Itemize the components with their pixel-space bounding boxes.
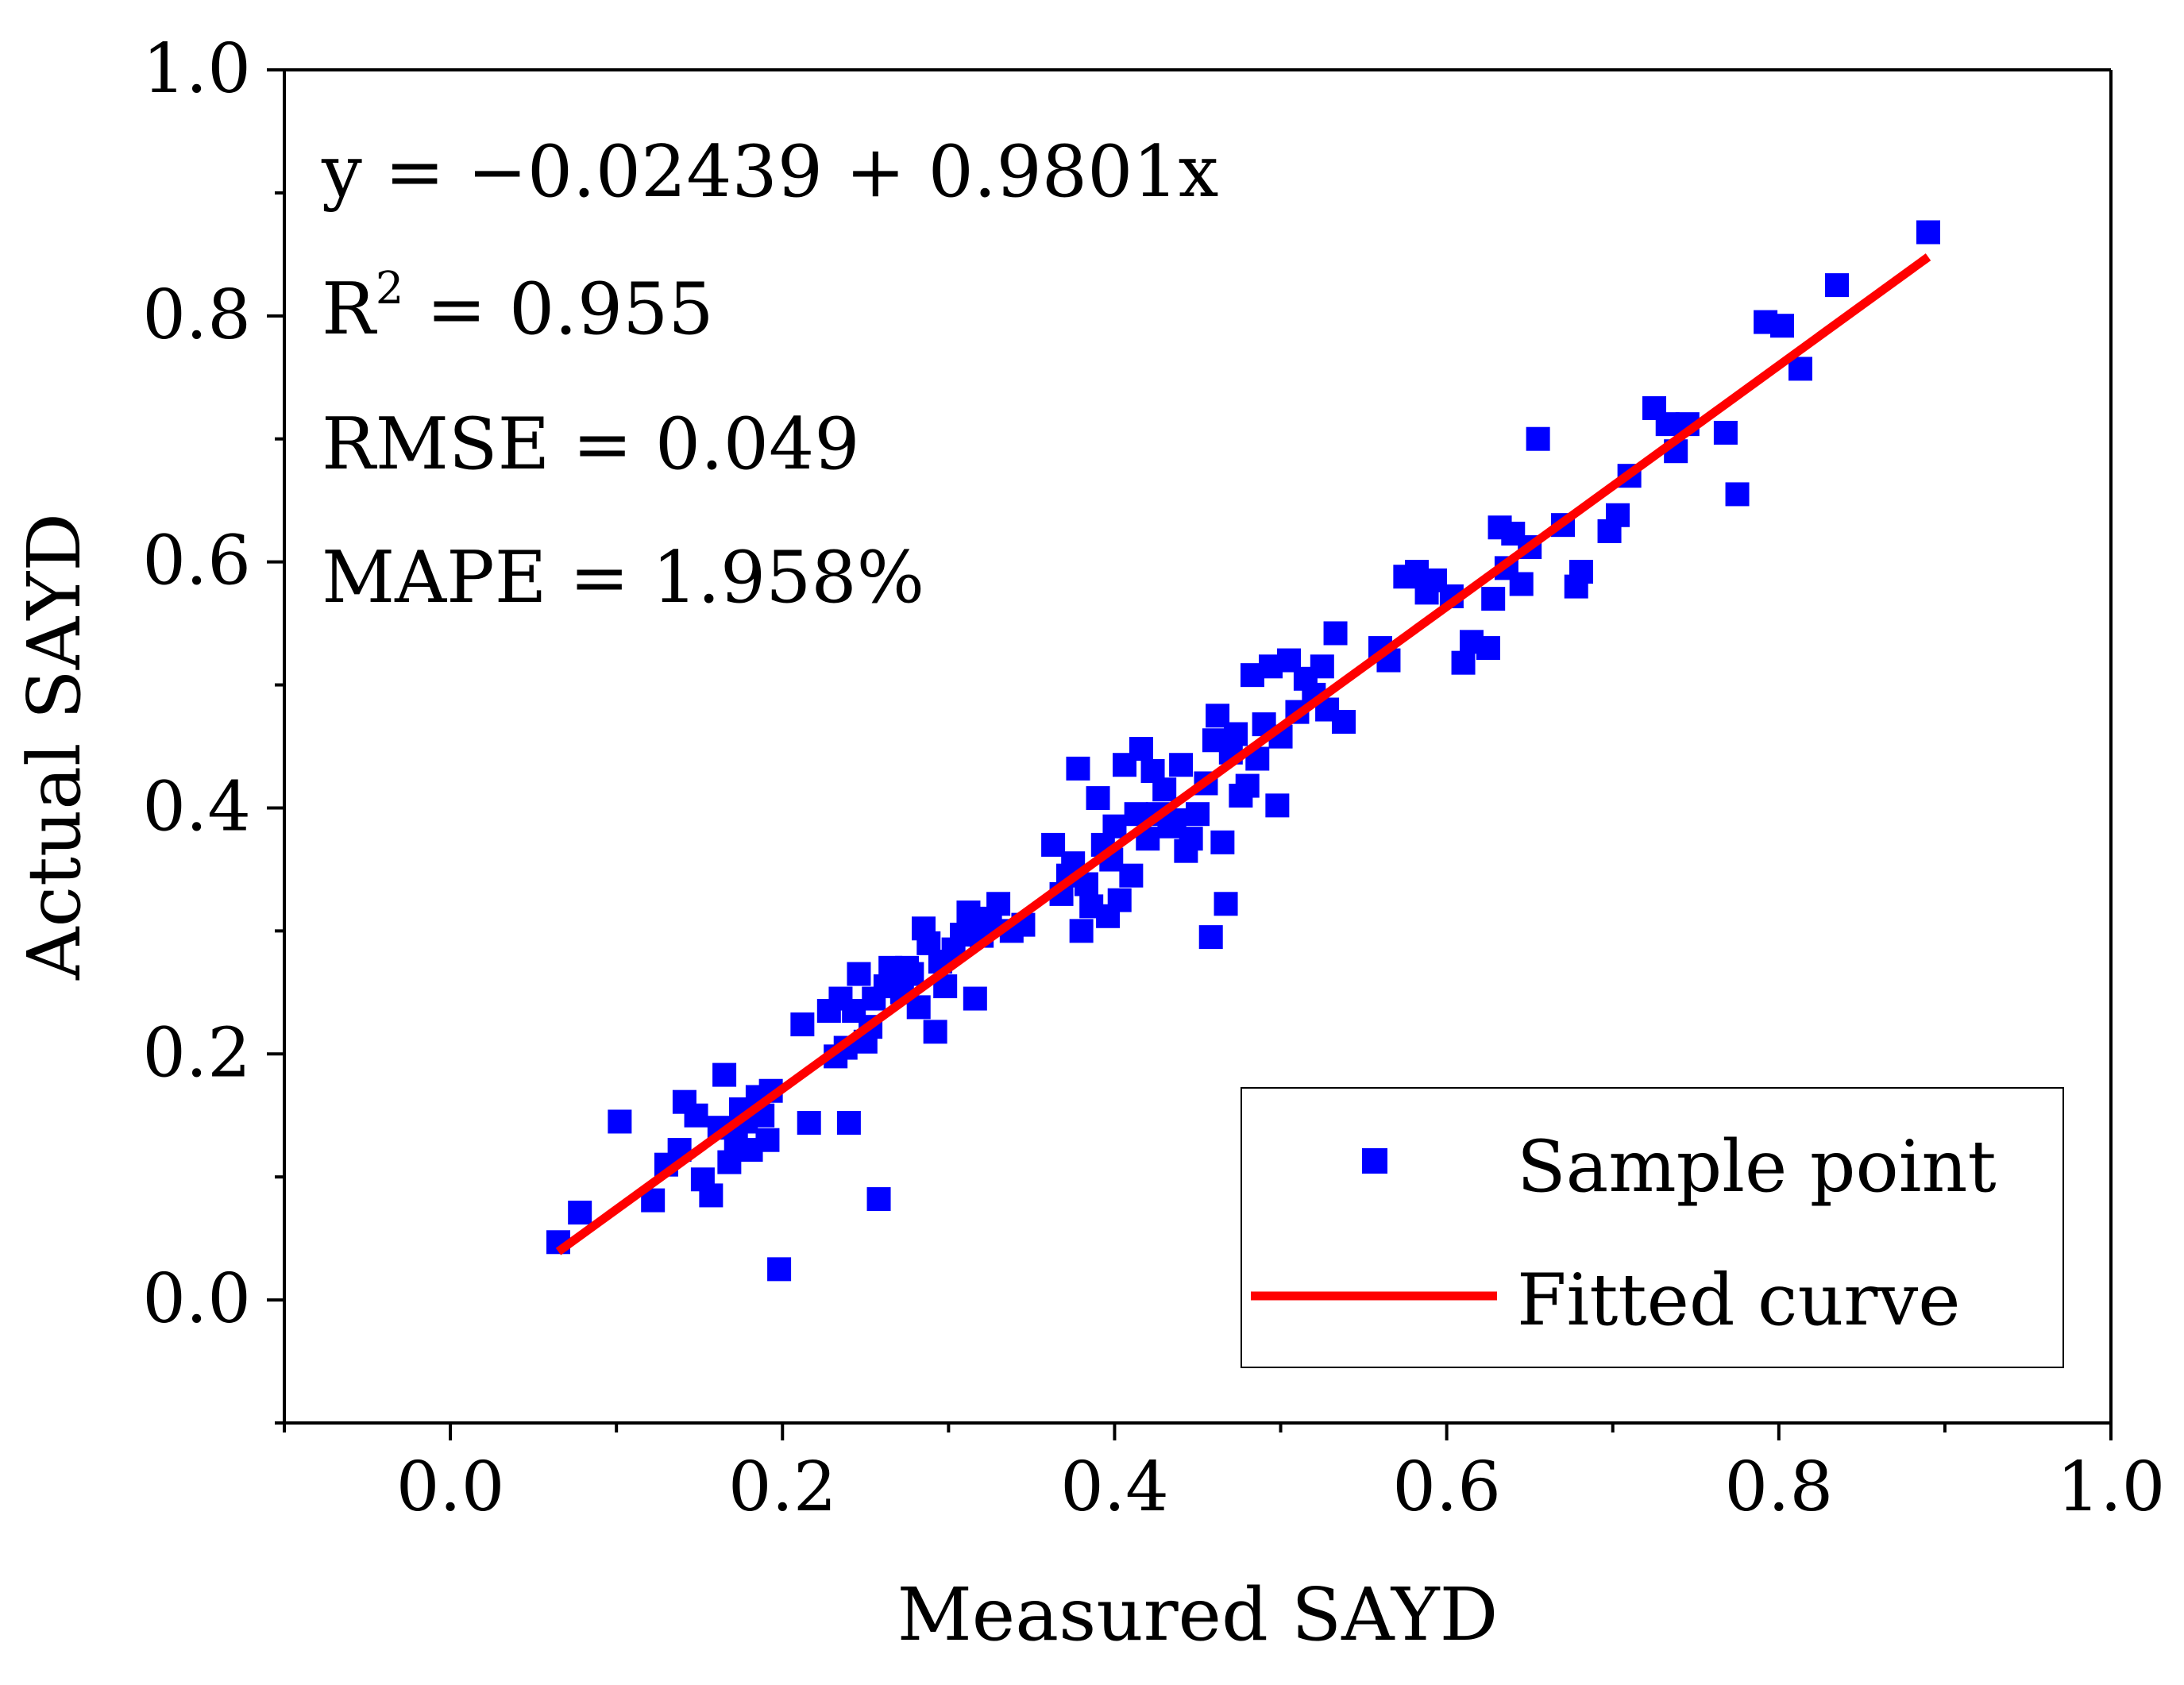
legend: Sample point Fitted curve xyxy=(1241,1087,2064,1368)
fitted-curve-line xyxy=(555,253,1931,1255)
legend-label-sample-point: Sample point xyxy=(1517,1125,1997,1209)
sample-point xyxy=(1235,773,1260,798)
sample-point xyxy=(1323,621,1348,646)
legend-box xyxy=(1241,1087,2064,1368)
x-tick-label: 1.0 xyxy=(2057,1448,2166,1527)
sample-point xyxy=(797,1111,821,1136)
sample-point xyxy=(900,962,924,986)
sample-point xyxy=(1265,793,1290,818)
x-tick-label: 0.6 xyxy=(1392,1448,1501,1527)
sample-point xyxy=(1509,572,1534,596)
sample-point xyxy=(847,962,871,986)
scatter-series-sample-points xyxy=(546,220,1940,1282)
sample-point xyxy=(1086,786,1110,811)
sample-point xyxy=(755,1128,780,1152)
sample-point xyxy=(1526,426,1550,451)
equation-annotation: y = −0.02439 + 0.9801x xyxy=(321,130,1218,214)
sample-point xyxy=(986,892,1011,916)
x-tick-labels: 0.0 0.2 0.4 0.6 0.8 1.0 xyxy=(396,1448,2166,1527)
sample-point xyxy=(1476,636,1500,661)
sample-point xyxy=(923,1020,947,1044)
sample-point xyxy=(1102,814,1127,839)
legend-label-fitted-curve: Fitted curve xyxy=(1517,1259,1961,1342)
sample-point xyxy=(1332,710,1356,735)
sample-point xyxy=(608,1109,632,1134)
sample-point xyxy=(1606,503,1630,527)
sample-point xyxy=(790,1012,815,1037)
y-tick-label: 0.6 xyxy=(142,522,251,601)
sample-point xyxy=(950,923,974,947)
sample-point xyxy=(717,1150,742,1174)
mape-annotation: MAPE = 1.958% xyxy=(322,536,924,619)
sample-point xyxy=(712,1062,737,1087)
sample-point xyxy=(1725,482,1750,507)
sample-point xyxy=(1210,830,1235,854)
legend-marker-sample-point xyxy=(1362,1148,1387,1174)
y-tick-labels: 0.0 0.2 0.4 0.6 0.8 1.0 xyxy=(142,29,251,1339)
y-tick-label: 0.0 xyxy=(142,1259,251,1339)
x-tick-label: 0.2 xyxy=(728,1448,837,1527)
sample-point xyxy=(1569,560,1593,584)
sample-point xyxy=(1169,753,1194,777)
sample-point xyxy=(1129,737,1153,762)
y-tick-label: 0.4 xyxy=(142,767,251,846)
y-tick-label: 0.2 xyxy=(142,1013,251,1093)
sample-point xyxy=(1481,587,1506,611)
r2-annotation: R2 = 0.955 xyxy=(322,263,714,351)
sample-point xyxy=(1224,722,1248,746)
sample-point xyxy=(1916,220,1940,245)
sample-point xyxy=(1655,412,1680,437)
sample-point xyxy=(1152,777,1177,802)
sample-point xyxy=(1041,832,1066,857)
sample-point xyxy=(1310,654,1334,679)
sample-point xyxy=(1069,919,1094,943)
x-axis-title: Measured SAYD xyxy=(897,1572,1499,1657)
sample-point xyxy=(866,1187,891,1212)
ticks xyxy=(267,68,2113,1440)
sample-point xyxy=(699,1183,723,1208)
sample-point xyxy=(684,1103,708,1128)
x-tick-label: 0.0 xyxy=(396,1448,505,1527)
y-tick-label: 0.8 xyxy=(142,276,251,355)
rmse-annotation: RMSE = 0.049 xyxy=(322,403,860,486)
sample-point xyxy=(1107,888,1132,912)
sample-point xyxy=(1066,756,1090,781)
r2-value: = 0.955 xyxy=(403,268,713,351)
sample-point xyxy=(767,1257,792,1282)
sample-point xyxy=(1451,650,1476,675)
sample-point xyxy=(1186,802,1210,827)
sample-point xyxy=(836,1111,861,1136)
sample-point xyxy=(1713,420,1738,445)
r2-superscript: 2 xyxy=(376,263,404,314)
y-tick-label: 1.0 xyxy=(142,29,251,109)
sample-point xyxy=(568,1201,592,1225)
sample-point xyxy=(1770,314,1794,338)
r2-prefix: R xyxy=(322,268,377,351)
sample-point xyxy=(1179,827,1203,851)
sample-point xyxy=(963,986,987,1011)
sample-point xyxy=(1198,925,1223,950)
x-tick-label: 0.8 xyxy=(1724,1448,1833,1527)
sample-point xyxy=(956,900,981,925)
sample-point xyxy=(1214,892,1238,916)
sample-point xyxy=(1825,273,1849,298)
sample-point xyxy=(1119,863,1144,888)
y-axis-title: Actual SAYD xyxy=(12,513,97,981)
x-tick-label: 0.4 xyxy=(1060,1448,1169,1527)
